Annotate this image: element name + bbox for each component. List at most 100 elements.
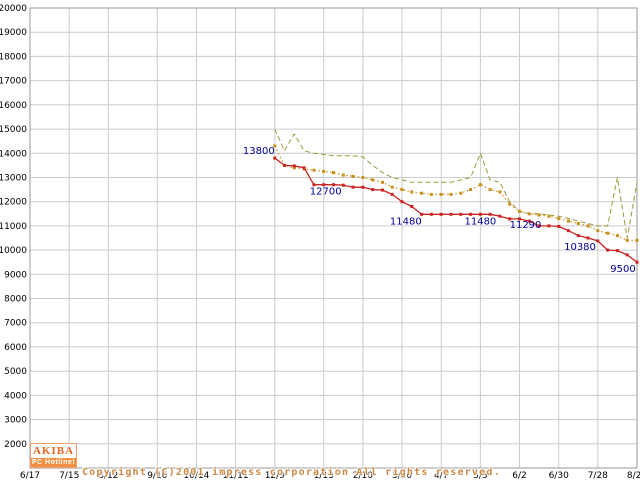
lowest-price-marker <box>273 156 277 160</box>
y-axis-tick-label: 16000 <box>0 101 27 111</box>
x-axis-tick-label: 2/10 <box>353 471 373 480</box>
lowest-price-marker <box>518 217 521 221</box>
copyright-text: Copyright (C)2001 impress corporation Al… <box>82 443 501 480</box>
lowest-price-marker <box>332 183 335 187</box>
average-price-marker <box>312 168 316 172</box>
price-annotation: 12700 <box>310 187 342 198</box>
copyright-line1: Copyright (C)2001 impress corporation Al… <box>82 467 501 478</box>
lowest-price-marker <box>351 185 355 189</box>
average-price-marker <box>410 190 414 194</box>
y-axis-tick-label: 13000 <box>0 174 27 184</box>
lowest-price-marker <box>557 224 561 228</box>
x-axis-tick-label: 9/16 <box>147 471 167 480</box>
average-price-marker <box>596 229 600 233</box>
lowest-price-marker <box>420 212 424 216</box>
average-price-marker <box>537 213 541 217</box>
y-axis-tick-label: 15000 <box>0 125 27 135</box>
average-price-marker <box>459 191 463 195</box>
average-price-line <box>274 145 637 241</box>
y-axis-tick-label: 9000 <box>4 270 27 280</box>
lowest-price-marker <box>341 183 345 187</box>
x-axis-tick-label: 8/12 <box>98 471 118 480</box>
x-axis-tick-label: 7/28 <box>588 471 608 480</box>
average-price-marker <box>429 192 433 196</box>
y-axis-tick-label: 19000 <box>0 28 27 38</box>
y-axis-tick-label: 3000 <box>4 416 27 426</box>
average-price-marker <box>518 209 521 213</box>
lowest-price-marker <box>371 188 375 192</box>
x-axis-tick-label: 1/13 <box>314 471 334 480</box>
average-price-marker <box>341 173 345 177</box>
price-annotation: 11480 <box>390 216 422 227</box>
x-axis-tick-label: 12/9 <box>265 471 285 480</box>
lowest-price-marker <box>292 164 296 168</box>
average-price-marker <box>361 176 365 179</box>
average-price-marker <box>586 224 590 228</box>
average-price-marker <box>322 169 326 173</box>
average-price-marker <box>400 188 404 192</box>
lowest-price-marker <box>312 183 316 187</box>
lowest-price-marker <box>596 239 600 243</box>
average-price-marker <box>527 212 531 216</box>
y-axis-tick-label: 7000 <box>4 319 27 329</box>
lowest-price-marker <box>547 224 551 228</box>
average-price-marker <box>273 144 277 148</box>
average-price-marker <box>576 222 580 225</box>
y-axis-tick-label: 17000 <box>0 77 27 87</box>
y-axis-tick-label: 2000 <box>4 440 27 450</box>
x-axis-tick-label: 6/2 <box>512 471 526 480</box>
y-axis-tick-label: 10000 <box>0 246 27 256</box>
lowest-price-marker <box>488 212 492 216</box>
x-axis-tick-label: 8/25 <box>627 471 640 480</box>
average-price-marker <box>332 171 335 175</box>
average-price-marker <box>635 238 639 242</box>
average-price-marker <box>567 219 570 223</box>
average-price-marker <box>606 231 610 235</box>
price-annotation: 13800 <box>243 146 275 157</box>
y-axis-tick-label: 6000 <box>4 343 27 353</box>
x-axis-tick-label: 10/14 <box>183 471 209 480</box>
average-price-marker <box>351 174 355 178</box>
y-axis-tick-label: 4000 <box>4 391 27 401</box>
lowest-price-marker <box>459 212 463 216</box>
x-axis-tick-label: 6/17 <box>20 471 40 480</box>
lowest-price-marker <box>508 217 512 221</box>
lowest-price-marker <box>567 229 570 233</box>
y-axis-tick-label: 5000 <box>4 367 27 377</box>
average-price-marker <box>557 217 561 221</box>
average-price-marker <box>449 192 453 196</box>
average-price-marker <box>439 192 443 196</box>
lowest-price-marker <box>576 234 580 238</box>
average-price-marker <box>292 166 296 170</box>
lowest-price-marker <box>586 236 590 240</box>
lowest-price-marker <box>615 249 619 253</box>
average-price-marker <box>478 183 482 187</box>
lowest-price-marker <box>361 185 365 189</box>
y-axis-tick-label: 14000 <box>0 149 27 159</box>
average-price-marker <box>469 188 473 192</box>
lowest-price-marker <box>498 214 502 218</box>
lowest-price-marker <box>625 253 629 257</box>
average-price-marker <box>615 234 619 238</box>
lowest-price-marker <box>635 260 639 264</box>
lowest-price-marker <box>469 212 473 216</box>
lowest-price-marker <box>537 224 541 228</box>
lowest-price-marker <box>283 163 286 167</box>
price-annotation: 9500 <box>610 264 635 275</box>
lowest-price-marker <box>606 248 610 252</box>
average-price-marker <box>371 178 375 182</box>
highest-price-line <box>274 128 638 239</box>
average-price-marker <box>420 191 424 195</box>
y-axis-tick-label: 12000 <box>0 198 27 208</box>
lowest-price-line <box>274 157 638 263</box>
lowest-price-marker <box>322 183 326 187</box>
akiba-pc-hotline-logo: AKIBA PC Hotline! <box>30 443 77 468</box>
lowest-price-marker <box>449 212 453 216</box>
y-axis-tick-label: 20000 <box>0 4 27 14</box>
plot-border <box>29 7 638 469</box>
x-axis-tick-label: 5/5 <box>473 471 487 480</box>
watermark-footer: AKIBA PC Hotline! Copyright (C)2001 impr… <box>30 443 501 480</box>
average-price-marker <box>498 190 502 194</box>
